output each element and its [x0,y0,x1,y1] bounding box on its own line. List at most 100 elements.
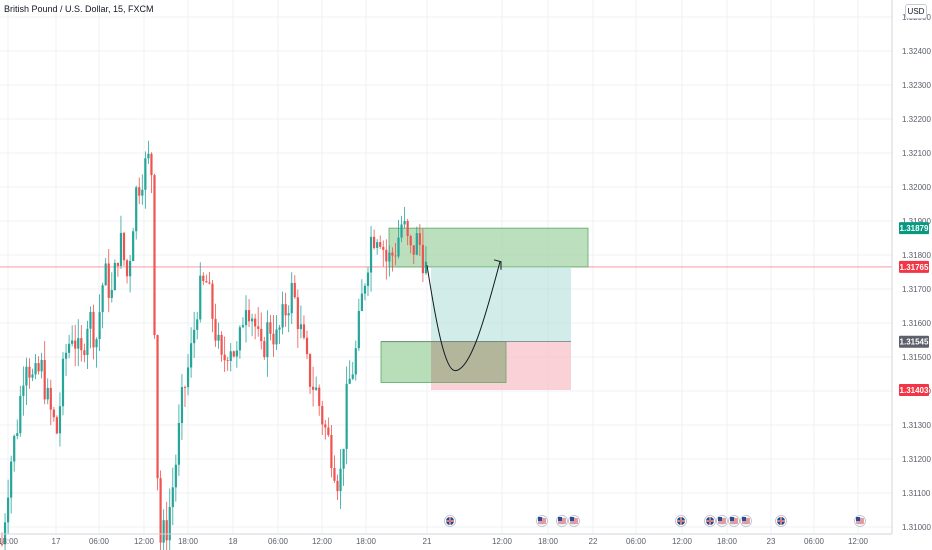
candle-body [177,423,180,465]
candle-body [299,324,302,330]
price-tick-label: 1.31900 [902,217,931,226]
candle-body [247,310,251,322]
gb-flag-icon[interactable] [444,515,456,527]
candle-body [55,417,58,434]
candle-body [290,282,293,314]
candle-body [180,387,184,424]
currency-button[interactable]: USD [905,4,927,19]
price-badge-label: 1.31879 [900,224,929,233]
candle-body [251,318,254,322]
candle-body [324,424,327,428]
time-tick-label: 12:00 [134,537,155,546]
candle-body [415,233,418,255]
candle-body [147,153,150,159]
chart-grid [0,0,892,534]
event-markers[interactable] [444,515,866,527]
us-flag-icon[interactable] [854,515,866,527]
candle-body [89,311,92,329]
candle-body [162,520,165,543]
candle-body [101,285,104,313]
price-tick-label: 1.32400 [902,47,931,56]
candle-body [186,367,190,388]
time-tick-label: 21 [423,537,432,546]
candle-body [272,333,275,345]
profit-zone[interactable] [431,266,571,342]
candle-body [275,329,278,345]
us-flag-icon[interactable] [556,515,568,527]
candle-body [421,244,424,274]
symbol-title: British Pound / U.S. Dollar, 15, FXCM [4,4,154,14]
us-flag-icon[interactable] [716,515,728,527]
entry-zone[interactable] [380,341,507,383]
candle-body [150,153,153,176]
candle-body [113,262,116,291]
forecast-curve[interactable] [426,261,501,372]
candle-body [339,468,342,492]
gb-flag-icon[interactable] [675,515,687,527]
candle-body [74,340,77,349]
us-flag-icon[interactable] [740,515,752,527]
price-badge [899,222,929,235]
candle-body [315,387,318,390]
time-tick-label: 18 [229,537,238,546]
candle-body [196,319,199,330]
time-tick-label: 18:00 [538,537,559,546]
time-tick-label: 12:00 [312,537,333,546]
candle-body [354,348,357,375]
chart-drawings[interactable] [426,259,502,372]
candle-body [205,281,208,283]
candle-body [269,322,272,334]
gb-flag-icon[interactable] [704,515,716,527]
candle-body [257,326,260,329]
candle-body [83,350,86,356]
position-zones[interactable] [380,227,589,390]
candle-body [156,335,159,479]
candle-body [7,497,10,523]
candle-body [125,260,129,277]
candle-body [235,350,238,357]
candle-body [116,262,119,266]
candle-body [13,435,16,462]
price-badge [899,383,929,396]
us-flag-icon[interactable] [728,515,740,527]
time-tick-label: 18:00 [356,537,377,546]
time-tick-label: 17 [52,537,61,546]
candle-body [308,354,312,387]
candle-body [132,231,135,262]
candle-body [318,387,321,406]
time-tick-label: 06:00 [268,537,289,546]
gb-flag-icon[interactable] [775,515,787,527]
candle-body [71,340,74,344]
candle-body [333,468,336,481]
us-flag-icon[interactable] [536,515,548,527]
candle-body [153,175,156,336]
time-tick-label: 12:00 [848,537,869,546]
time-tick-label: 18:00 [0,537,19,546]
candle-body [190,343,193,368]
candle-body [34,363,37,375]
candle-body [388,252,391,262]
time-tick-label: 06:00 [626,537,647,546]
candle-body [260,328,263,342]
price-badge [899,335,929,348]
us-flag-icon[interactable] [568,515,580,527]
candle-body [302,324,306,338]
candle-body [379,242,382,247]
forecast-arrowhead [493,259,502,270]
candle-body [351,374,354,379]
candle-body [373,236,376,248]
candle-body [10,461,13,498]
time-axis[interactable]: 18:00 17 06:00 12:00 18:00 18 06:00 12:00 18:00 2… [0,533,892,546]
time-tick-label: 18:00 [178,537,199,546]
candle-body [287,313,290,316]
price-axis[interactable]: 1.325001.324001.323001.322001.321001.320… [891,0,931,534]
time-tick-label: 12:00 [672,537,693,546]
candle-body [278,327,281,330]
candle-body [95,339,98,348]
candle-body [129,261,132,277]
price-tick-label: 1.32300 [902,81,931,90]
candle-body [19,395,22,434]
candle-body [159,478,162,543]
candle-body [68,343,71,353]
